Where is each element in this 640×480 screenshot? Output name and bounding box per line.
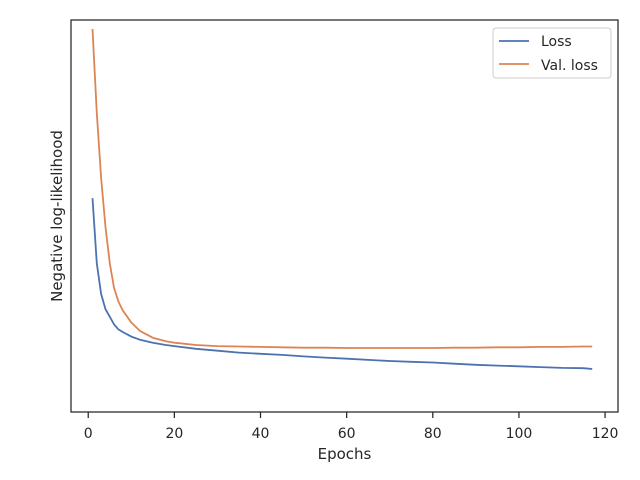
plot-area bbox=[71, 20, 618, 412]
x-tick-label: 40 bbox=[252, 426, 270, 442]
legend-label-val-loss: Val. loss bbox=[541, 58, 598, 74]
series-lines bbox=[91, 28, 593, 370]
legend-label-loss: Loss bbox=[541, 34, 572, 50]
x-tick-label: 120 bbox=[592, 426, 619, 442]
x-tick-label: 60 bbox=[338, 426, 356, 442]
x-tick-label: 100 bbox=[506, 426, 533, 442]
series-line-val-loss bbox=[91, 28, 593, 349]
y-axis-label: Negative log-likelihood bbox=[48, 130, 66, 302]
x-tick-label: 0 bbox=[84, 426, 93, 442]
x-axis-label: Epochs bbox=[318, 445, 372, 463]
x-tick-label: 20 bbox=[165, 426, 183, 442]
x-tick-label: 80 bbox=[424, 426, 442, 442]
series-line-loss bbox=[91, 198, 593, 370]
x-axis-ticks: 0 20 40 60 80 100 120 bbox=[84, 412, 619, 442]
legend: Loss Val. loss bbox=[492, 27, 612, 79]
plot-frame bbox=[70, 19, 619, 413]
